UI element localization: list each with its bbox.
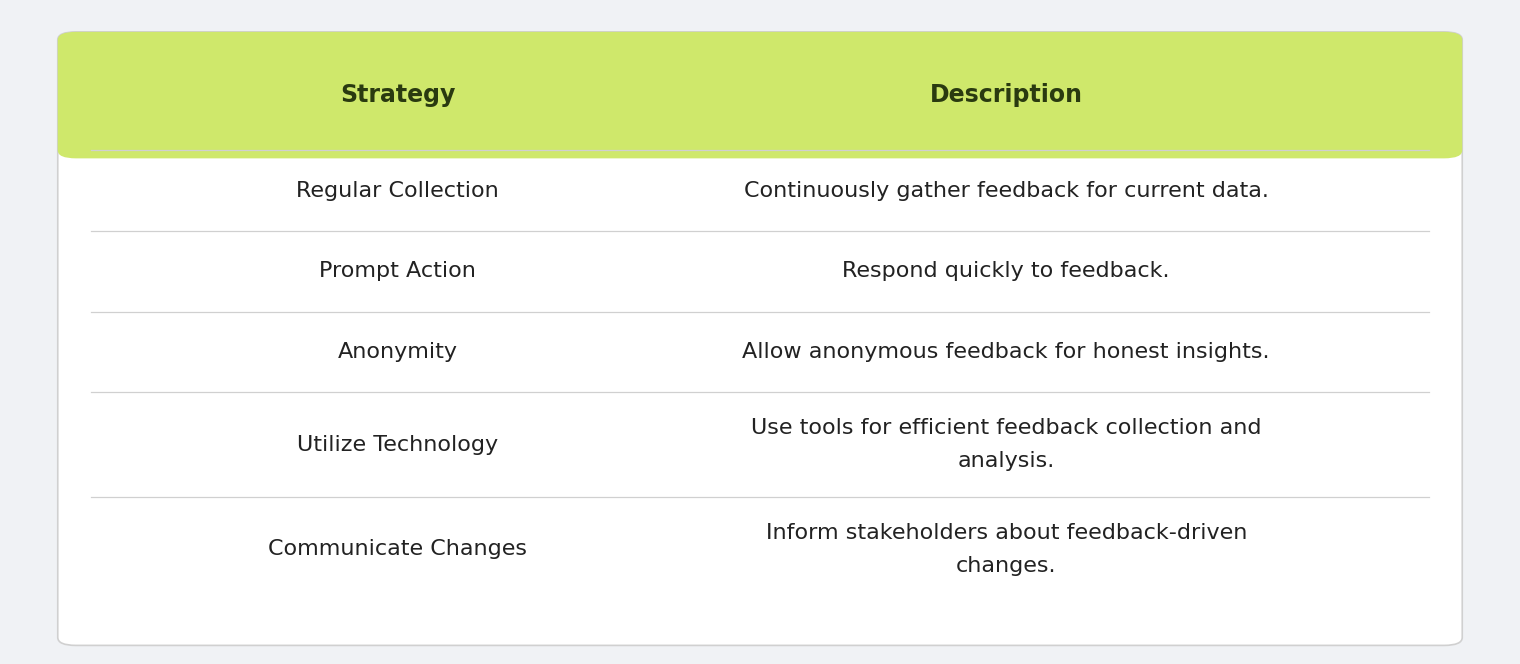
FancyBboxPatch shape <box>58 32 1462 645</box>
Text: Prompt Action: Prompt Action <box>319 262 476 282</box>
Text: Communicate Changes: Communicate Changes <box>268 539 527 559</box>
Text: Strategy: Strategy <box>340 83 454 107</box>
Text: Allow anonymous feedback for honest insights.: Allow anonymous feedback for honest insi… <box>742 342 1271 362</box>
Text: Continuously gather feedback for current data.: Continuously gather feedback for current… <box>743 181 1269 201</box>
FancyBboxPatch shape <box>58 32 1462 159</box>
Text: Regular Collection: Regular Collection <box>296 181 499 201</box>
Bar <box>76 112 1444 151</box>
Text: Utilize Technology: Utilize Technology <box>296 435 499 455</box>
Text: Anonymity: Anonymity <box>337 342 458 362</box>
Text: Respond quickly to feedback.: Respond quickly to feedback. <box>842 262 1170 282</box>
Text: Use tools for efficient feedback collection and
analysis.: Use tools for efficient feedback collect… <box>751 418 1262 471</box>
Text: Inform stakeholders about feedback-driven
changes.: Inform stakeholders about feedback-drive… <box>766 523 1246 576</box>
Text: Description: Description <box>930 83 1082 107</box>
